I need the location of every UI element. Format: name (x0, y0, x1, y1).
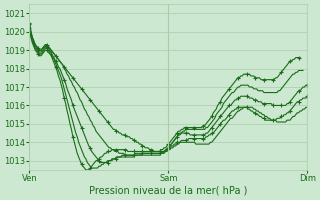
X-axis label: Pression niveau de la mer( hPa ): Pression niveau de la mer( hPa ) (89, 186, 248, 196)
